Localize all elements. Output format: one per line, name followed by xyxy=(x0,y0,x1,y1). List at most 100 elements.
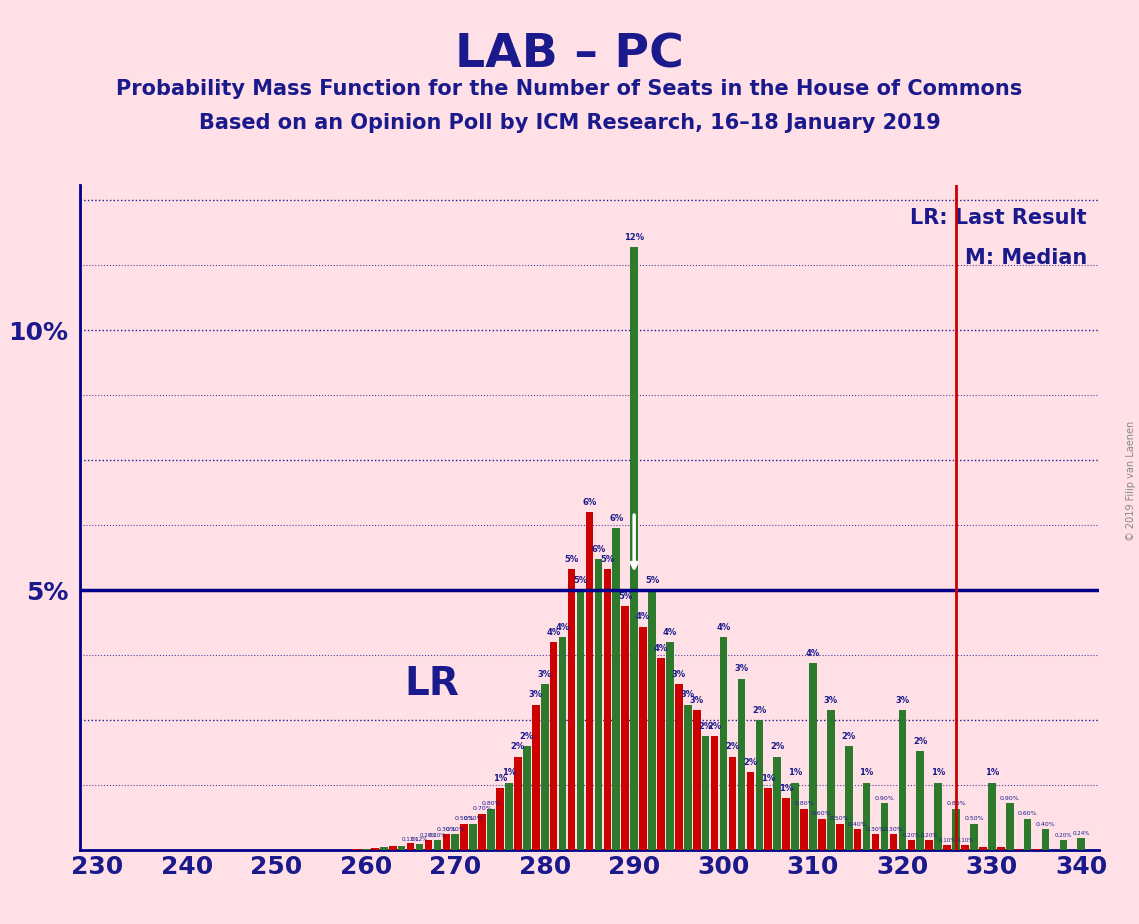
Bar xyxy=(567,569,575,850)
Text: 2%: 2% xyxy=(744,758,757,767)
Bar xyxy=(880,803,888,850)
Text: 3%: 3% xyxy=(528,690,543,699)
Bar xyxy=(639,626,647,850)
Bar xyxy=(755,720,763,850)
Text: 0.13%: 0.13% xyxy=(402,837,419,842)
Bar xyxy=(1015,848,1023,850)
Text: 2%: 2% xyxy=(842,732,855,741)
Text: 2%: 2% xyxy=(726,742,739,751)
Text: 6%: 6% xyxy=(591,545,606,553)
Text: 1%: 1% xyxy=(779,784,793,793)
Bar xyxy=(604,569,612,850)
Text: 0.80%: 0.80% xyxy=(947,801,966,806)
Bar xyxy=(952,808,960,850)
Bar xyxy=(460,824,468,850)
Text: 3%: 3% xyxy=(823,696,838,704)
Text: 0.50%: 0.50% xyxy=(454,817,474,821)
Bar xyxy=(782,798,790,850)
Bar xyxy=(746,772,754,850)
Text: 0.70%: 0.70% xyxy=(473,806,492,811)
Bar xyxy=(729,757,736,850)
Text: 0.20%: 0.20% xyxy=(1055,833,1072,838)
Bar xyxy=(506,783,513,850)
Bar xyxy=(380,847,387,850)
Bar xyxy=(353,849,361,850)
Text: 2%: 2% xyxy=(770,742,785,751)
Bar xyxy=(576,590,584,850)
Text: 0.30%: 0.30% xyxy=(436,827,457,832)
Text: 0.90%: 0.90% xyxy=(875,796,894,801)
Bar xyxy=(398,846,405,850)
Text: 1%: 1% xyxy=(502,769,516,777)
Text: 0.50%: 0.50% xyxy=(830,817,850,821)
Text: 2%: 2% xyxy=(913,737,927,747)
Bar xyxy=(416,844,424,850)
Bar xyxy=(801,808,808,850)
Bar xyxy=(943,845,951,850)
Bar xyxy=(685,704,691,850)
Bar xyxy=(925,840,933,850)
Text: 3%: 3% xyxy=(538,670,551,678)
Bar xyxy=(836,824,844,850)
Text: 3%: 3% xyxy=(672,670,686,678)
Text: 3%: 3% xyxy=(681,690,695,699)
Bar xyxy=(595,559,603,850)
Text: 0.40%: 0.40% xyxy=(847,821,868,827)
Bar xyxy=(514,757,522,850)
Bar xyxy=(764,787,772,850)
Bar xyxy=(871,834,879,850)
Text: 0.50%: 0.50% xyxy=(464,817,483,821)
Text: 4%: 4% xyxy=(636,613,650,621)
Bar xyxy=(1006,803,1014,850)
Bar xyxy=(980,847,986,850)
Text: 5%: 5% xyxy=(645,576,659,585)
Text: 0.60%: 0.60% xyxy=(812,811,831,816)
Bar xyxy=(550,642,557,850)
Bar xyxy=(1042,830,1049,850)
Bar xyxy=(702,736,710,850)
Text: 0.90%: 0.90% xyxy=(1000,796,1019,801)
Text: M: Median: M: Median xyxy=(965,248,1087,268)
Text: 0.80%: 0.80% xyxy=(794,801,814,806)
Text: 0.40%: 0.40% xyxy=(1035,821,1056,827)
Text: LAB – PC: LAB – PC xyxy=(456,32,683,78)
Bar xyxy=(487,808,494,850)
Text: 1%: 1% xyxy=(931,769,945,777)
Bar xyxy=(809,663,817,850)
Text: 4%: 4% xyxy=(547,628,560,637)
Text: 0.20%: 0.20% xyxy=(903,833,920,838)
Bar xyxy=(693,710,700,850)
Bar xyxy=(890,834,898,850)
Text: 0.30%: 0.30% xyxy=(866,827,885,832)
Text: Based on an Opinion Poll by ICM Research, 16–18 January 2019: Based on an Opinion Poll by ICM Research… xyxy=(198,113,941,133)
Bar xyxy=(720,637,728,850)
Bar xyxy=(434,840,441,850)
Text: 0.60%: 0.60% xyxy=(1018,811,1038,816)
Bar xyxy=(666,642,673,850)
Bar xyxy=(773,757,781,850)
Text: 0.10%: 0.10% xyxy=(939,838,956,844)
Bar xyxy=(934,783,942,850)
Bar xyxy=(845,747,853,850)
Text: LR: Last Result: LR: Last Result xyxy=(910,208,1087,228)
Bar xyxy=(451,834,459,850)
Bar xyxy=(997,847,1005,850)
Text: 2%: 2% xyxy=(698,722,713,731)
Bar xyxy=(899,710,907,850)
Text: 1%: 1% xyxy=(788,769,802,777)
Bar xyxy=(818,819,826,850)
Bar xyxy=(559,637,566,850)
Text: 4%: 4% xyxy=(806,649,820,658)
Bar xyxy=(362,848,370,850)
Bar xyxy=(407,844,415,850)
Bar xyxy=(648,590,656,850)
Text: LR: LR xyxy=(404,664,459,703)
Text: 4%: 4% xyxy=(654,644,669,652)
Text: 0.20%: 0.20% xyxy=(420,833,437,838)
Bar xyxy=(613,528,620,850)
Text: 0.12%: 0.12% xyxy=(411,837,428,843)
Bar xyxy=(532,704,540,850)
Text: 0.24%: 0.24% xyxy=(1073,831,1090,836)
Bar xyxy=(523,747,531,850)
Bar xyxy=(675,684,682,850)
